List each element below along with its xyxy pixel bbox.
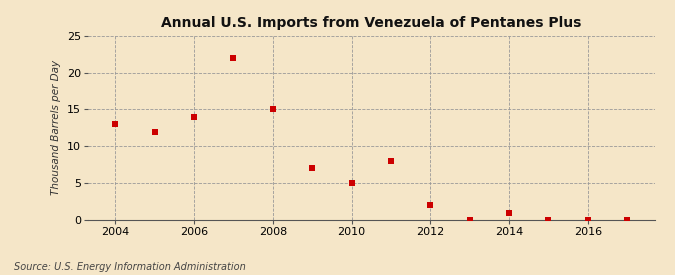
Point	[543, 218, 554, 222]
Text: Source: U.S. Energy Information Administration: Source: U.S. Energy Information Administ…	[14, 262, 245, 272]
Point	[228, 56, 239, 60]
Point	[189, 115, 200, 119]
Point	[622, 218, 632, 222]
Point	[110, 122, 121, 127]
Point	[583, 218, 593, 222]
Point	[464, 218, 475, 222]
Title: Annual U.S. Imports from Venezuela of Pentanes Plus: Annual U.S. Imports from Venezuela of Pe…	[161, 16, 581, 31]
Point	[385, 159, 396, 163]
Point	[149, 129, 160, 134]
Point	[504, 210, 514, 215]
Point	[307, 166, 318, 170]
Y-axis label: Thousand Barrels per Day: Thousand Barrels per Day	[51, 60, 61, 196]
Point	[267, 107, 278, 112]
Point	[346, 181, 357, 185]
Point	[425, 203, 436, 207]
